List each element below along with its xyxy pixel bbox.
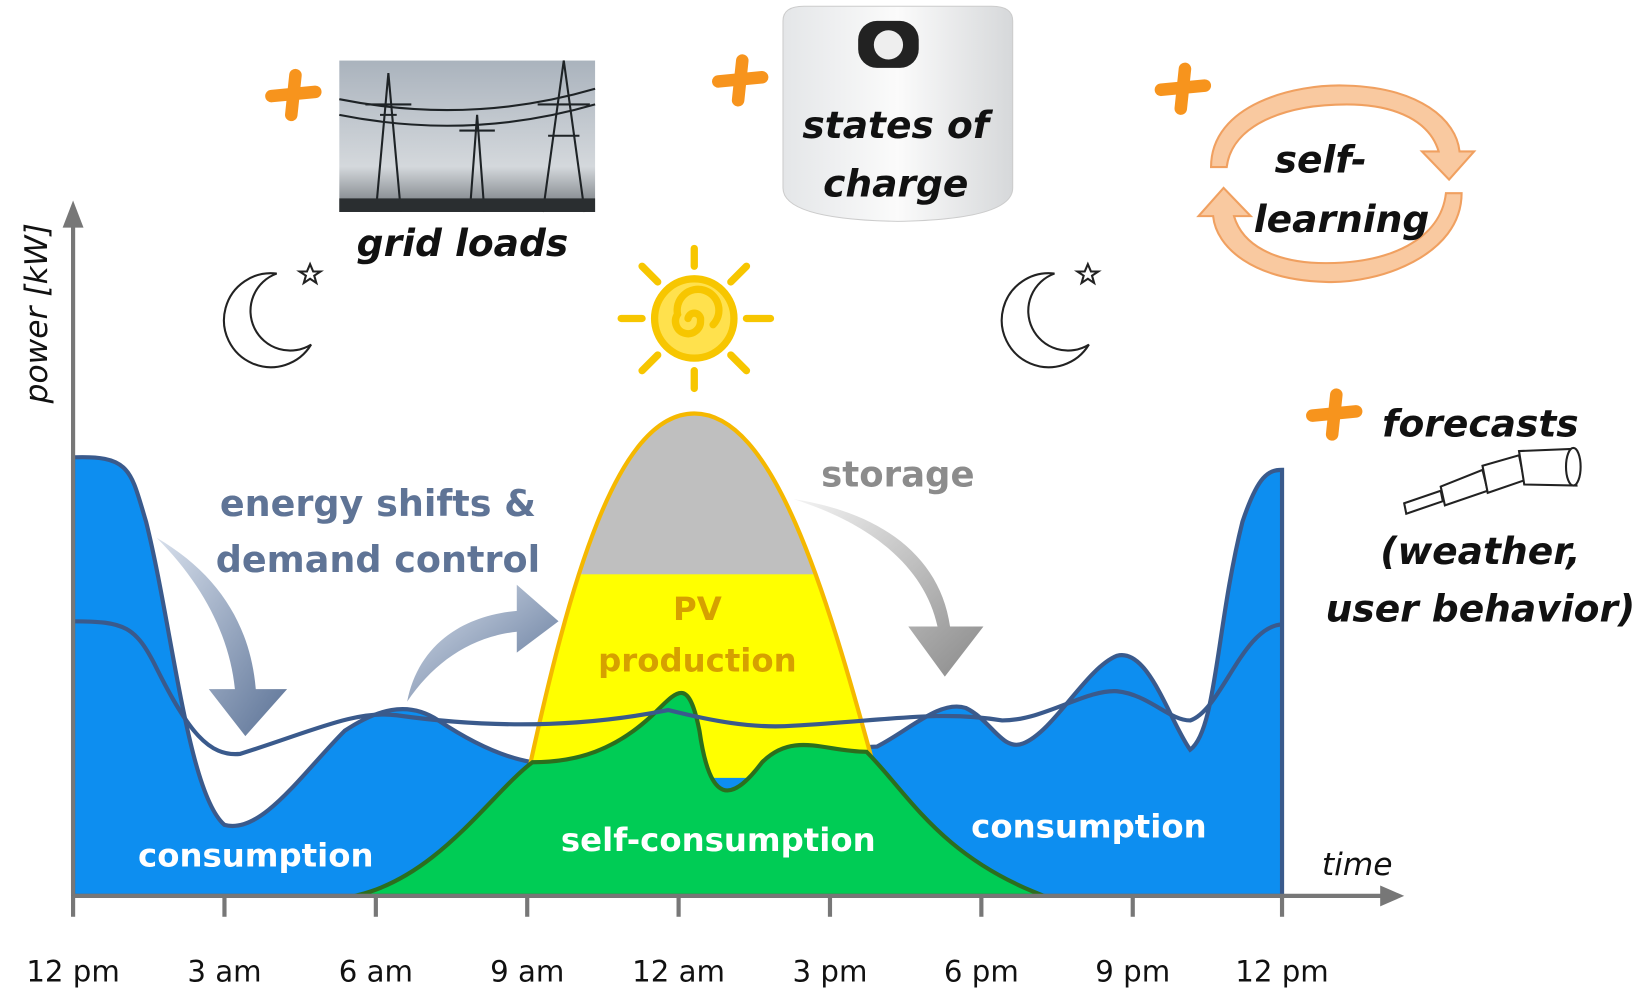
cycle-icon [1196, 84, 1477, 283]
y-axis-label: power [kW] [19, 223, 55, 404]
storage-label: storage [821, 455, 974, 496]
x-tick-label: 6 pm [944, 955, 1019, 989]
x-tick-label: 9 am [490, 955, 564, 989]
x-axis-arrow [1380, 885, 1405, 907]
forecast-details: user behavior) [1326, 586, 1636, 630]
grid-photo [339, 60, 596, 213]
forecasts-label: forecasts [1382, 401, 1579, 445]
moon-icon [222, 261, 1102, 369]
states-label: states of [802, 103, 993, 147]
plus-icon [265, 54, 1363, 441]
self-learning-label: self- [1275, 137, 1367, 181]
heater-icon [782, 5, 1014, 222]
x-tick-label: 12 pm [26, 955, 119, 989]
consumption-label: consumption [971, 807, 1206, 845]
average-line [73, 619, 1283, 757]
shift-arrow [407, 584, 559, 702]
pv-label: PV [673, 590, 722, 628]
y-axis-arrow [62, 200, 84, 228]
consumption-label: consumption [138, 837, 373, 875]
shift-arrow [156, 537, 288, 737]
grid-loads-label: grid loads [357, 221, 569, 265]
x-ticks [70, 895, 1285, 917]
x-tick-label: 9 pm [1095, 955, 1170, 989]
self-consumption-area [354, 690, 1045, 898]
self-learning-label: learning [1254, 197, 1430, 241]
self-consumption-label: self-consumption [561, 821, 876, 859]
forecast-details: (weather, [1380, 529, 1580, 573]
pv-label: production [598, 641, 797, 679]
energy-shifts-label: energy shifts & [220, 482, 536, 525]
x-tick-label: 12 pm [1235, 955, 1328, 989]
x-tick-label: 3 pm [793, 955, 868, 989]
sun-icon [617, 244, 775, 393]
energy-shifts-label: demand control [216, 538, 540, 581]
storage-arrow [793, 499, 984, 677]
consumption-area [70, 455, 1285, 898]
x-axis-label: time [1322, 847, 1393, 883]
pv-outline [525, 411, 879, 779]
telescope-icon [1402, 446, 1582, 516]
x-tick-label: 3 am [187, 955, 261, 989]
x-tick-label: 12 am [632, 955, 725, 989]
states-label: charge [823, 161, 968, 205]
x-tick-label: 6 am [339, 955, 413, 989]
